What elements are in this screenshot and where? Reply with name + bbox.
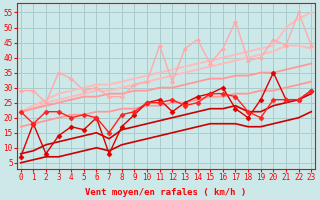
X-axis label: Vent moyen/en rafales ( km/h ): Vent moyen/en rafales ( km/h ) [85,188,247,197]
